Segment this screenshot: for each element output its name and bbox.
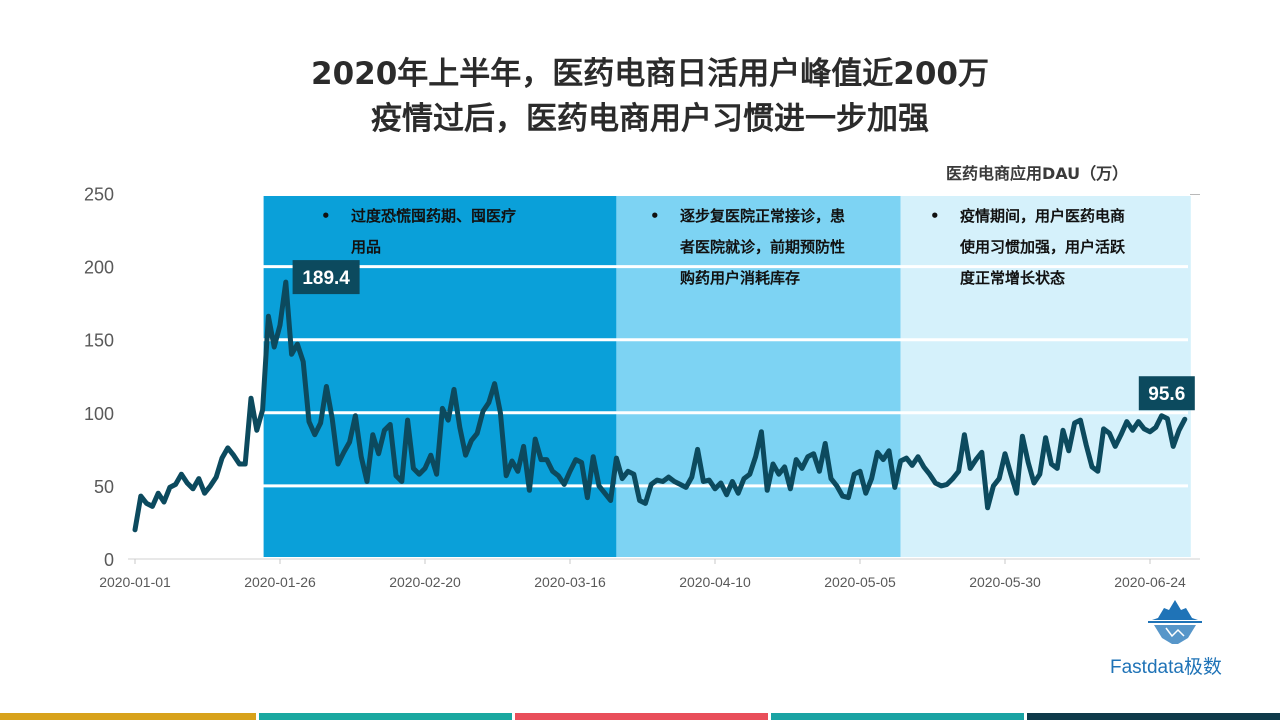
- phase-note-line: 度正常增长状态: [960, 269, 1066, 287]
- bullet-icon: •: [650, 207, 660, 225]
- end-data-label: 95.6: [1148, 384, 1185, 405]
- y-tick-label: 200: [84, 258, 114, 278]
- phase-note-line: 用品: [351, 238, 382, 256]
- phase-note-line: 疫情期间，用户医药电商: [960, 207, 1126, 225]
- dau-series-line: [132, 279, 1188, 533]
- phase-note-1: • 过度恐慌囤药期、囤医疗 用品: [321, 201, 517, 263]
- bullet-icon: •: [930, 207, 940, 225]
- phase-band-2: [616, 196, 901, 557]
- end-data-label-box: [1138, 376, 1195, 411]
- phase-note-line: 购药用户消耗库存: [680, 269, 801, 287]
- x-tick-label: 2020-06-24: [1114, 574, 1186, 590]
- x-tick-label: 2020-01-01: [99, 574, 171, 590]
- bullet-icon: •: [321, 207, 331, 225]
- phase-note-line: 逐步复医院正常接诊，患: [680, 207, 846, 225]
- bottom-bar-segment: [0, 713, 256, 720]
- phase-note-line: 者医院就诊，前期预防性: [680, 238, 846, 256]
- bottom-bar-segment: [515, 713, 768, 720]
- peak-data-label: 189.4: [302, 268, 350, 289]
- title-line-2: 疫情过后，医药电商用户习惯进一步加强: [371, 101, 929, 137]
- x-tick-label: 2020-01-26: [244, 574, 316, 590]
- x-tick-label: 2020-05-30: [969, 574, 1041, 590]
- peak-data-label-box: [292, 260, 360, 295]
- y-tick-label: 50: [94, 477, 114, 497]
- iceberg-icon: [1148, 600, 1202, 644]
- phase-note-3: • 疫情期间，用户医药电商 使用习惯加强，用户活跃 度正常增长状态: [930, 201, 1126, 294]
- unit-label: 医药电商应用DAU（万）: [946, 164, 1129, 183]
- y-tick-label: 150: [84, 331, 114, 351]
- phase-note-line: 使用习惯加强，用户活跃: [960, 238, 1126, 256]
- bottom-bar-segment: [771, 713, 1024, 720]
- bottom-bar-segment: [1027, 713, 1280, 720]
- phase-band-1: [263, 196, 617, 557]
- bottom-bar-segment: [259, 713, 512, 720]
- chart-title: 2020年上半年，医药电商日活用户峰值近200万 疫情过后，医药电商用户习惯进一…: [0, 52, 1280, 142]
- bottom-color-bar: [0, 713, 1280, 720]
- logo-text: Fastdata极数: [1110, 657, 1222, 678]
- y-tick-label: 250: [84, 185, 114, 205]
- x-tick-label: 2020-04-10: [679, 574, 751, 590]
- phase-note-line: 过度恐慌囤药期、囤医疗: [351, 207, 517, 225]
- x-tick-label: 2020-03-16: [534, 574, 606, 590]
- phase-note-2: • 逐步复医院正常接诊，患 者医院就诊，前期预防性 购药用户消耗库存: [650, 201, 846, 294]
- y-tick-label: 100: [84, 404, 114, 424]
- title-line-1: 2020年上半年，医药电商日活用户峰值近200万: [311, 56, 989, 92]
- y-tick-label: 0: [104, 550, 114, 570]
- x-tick-label: 2020-05-05: [824, 574, 896, 590]
- x-tick-label: 2020-02-20: [389, 574, 461, 590]
